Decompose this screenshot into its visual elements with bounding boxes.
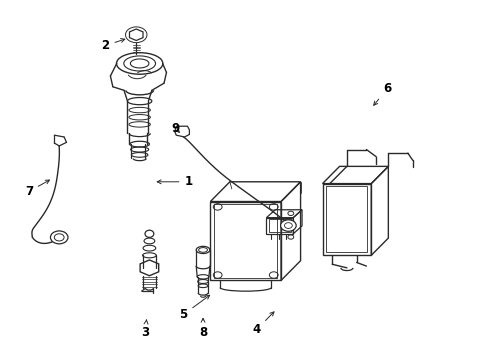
Bar [326, 186, 366, 252]
Text: 2: 2 [102, 39, 124, 52]
Circle shape [280, 220, 296, 231]
Text: 1: 1 [157, 175, 192, 188]
Text: 7: 7 [25, 180, 49, 198]
Text: 8: 8 [199, 318, 207, 339]
Bar [210, 202, 281, 280]
Text: 3: 3 [141, 320, 149, 339]
Bar [266, 218, 293, 234]
Bar [214, 204, 277, 278]
Bar [322, 184, 370, 255]
Text: 5: 5 [179, 295, 209, 321]
Circle shape [50, 231, 68, 244]
Text: 4: 4 [252, 312, 273, 336]
Text: 9: 9 [171, 122, 179, 135]
Bar [268, 220, 290, 232]
Text: 6: 6 [373, 82, 391, 105]
